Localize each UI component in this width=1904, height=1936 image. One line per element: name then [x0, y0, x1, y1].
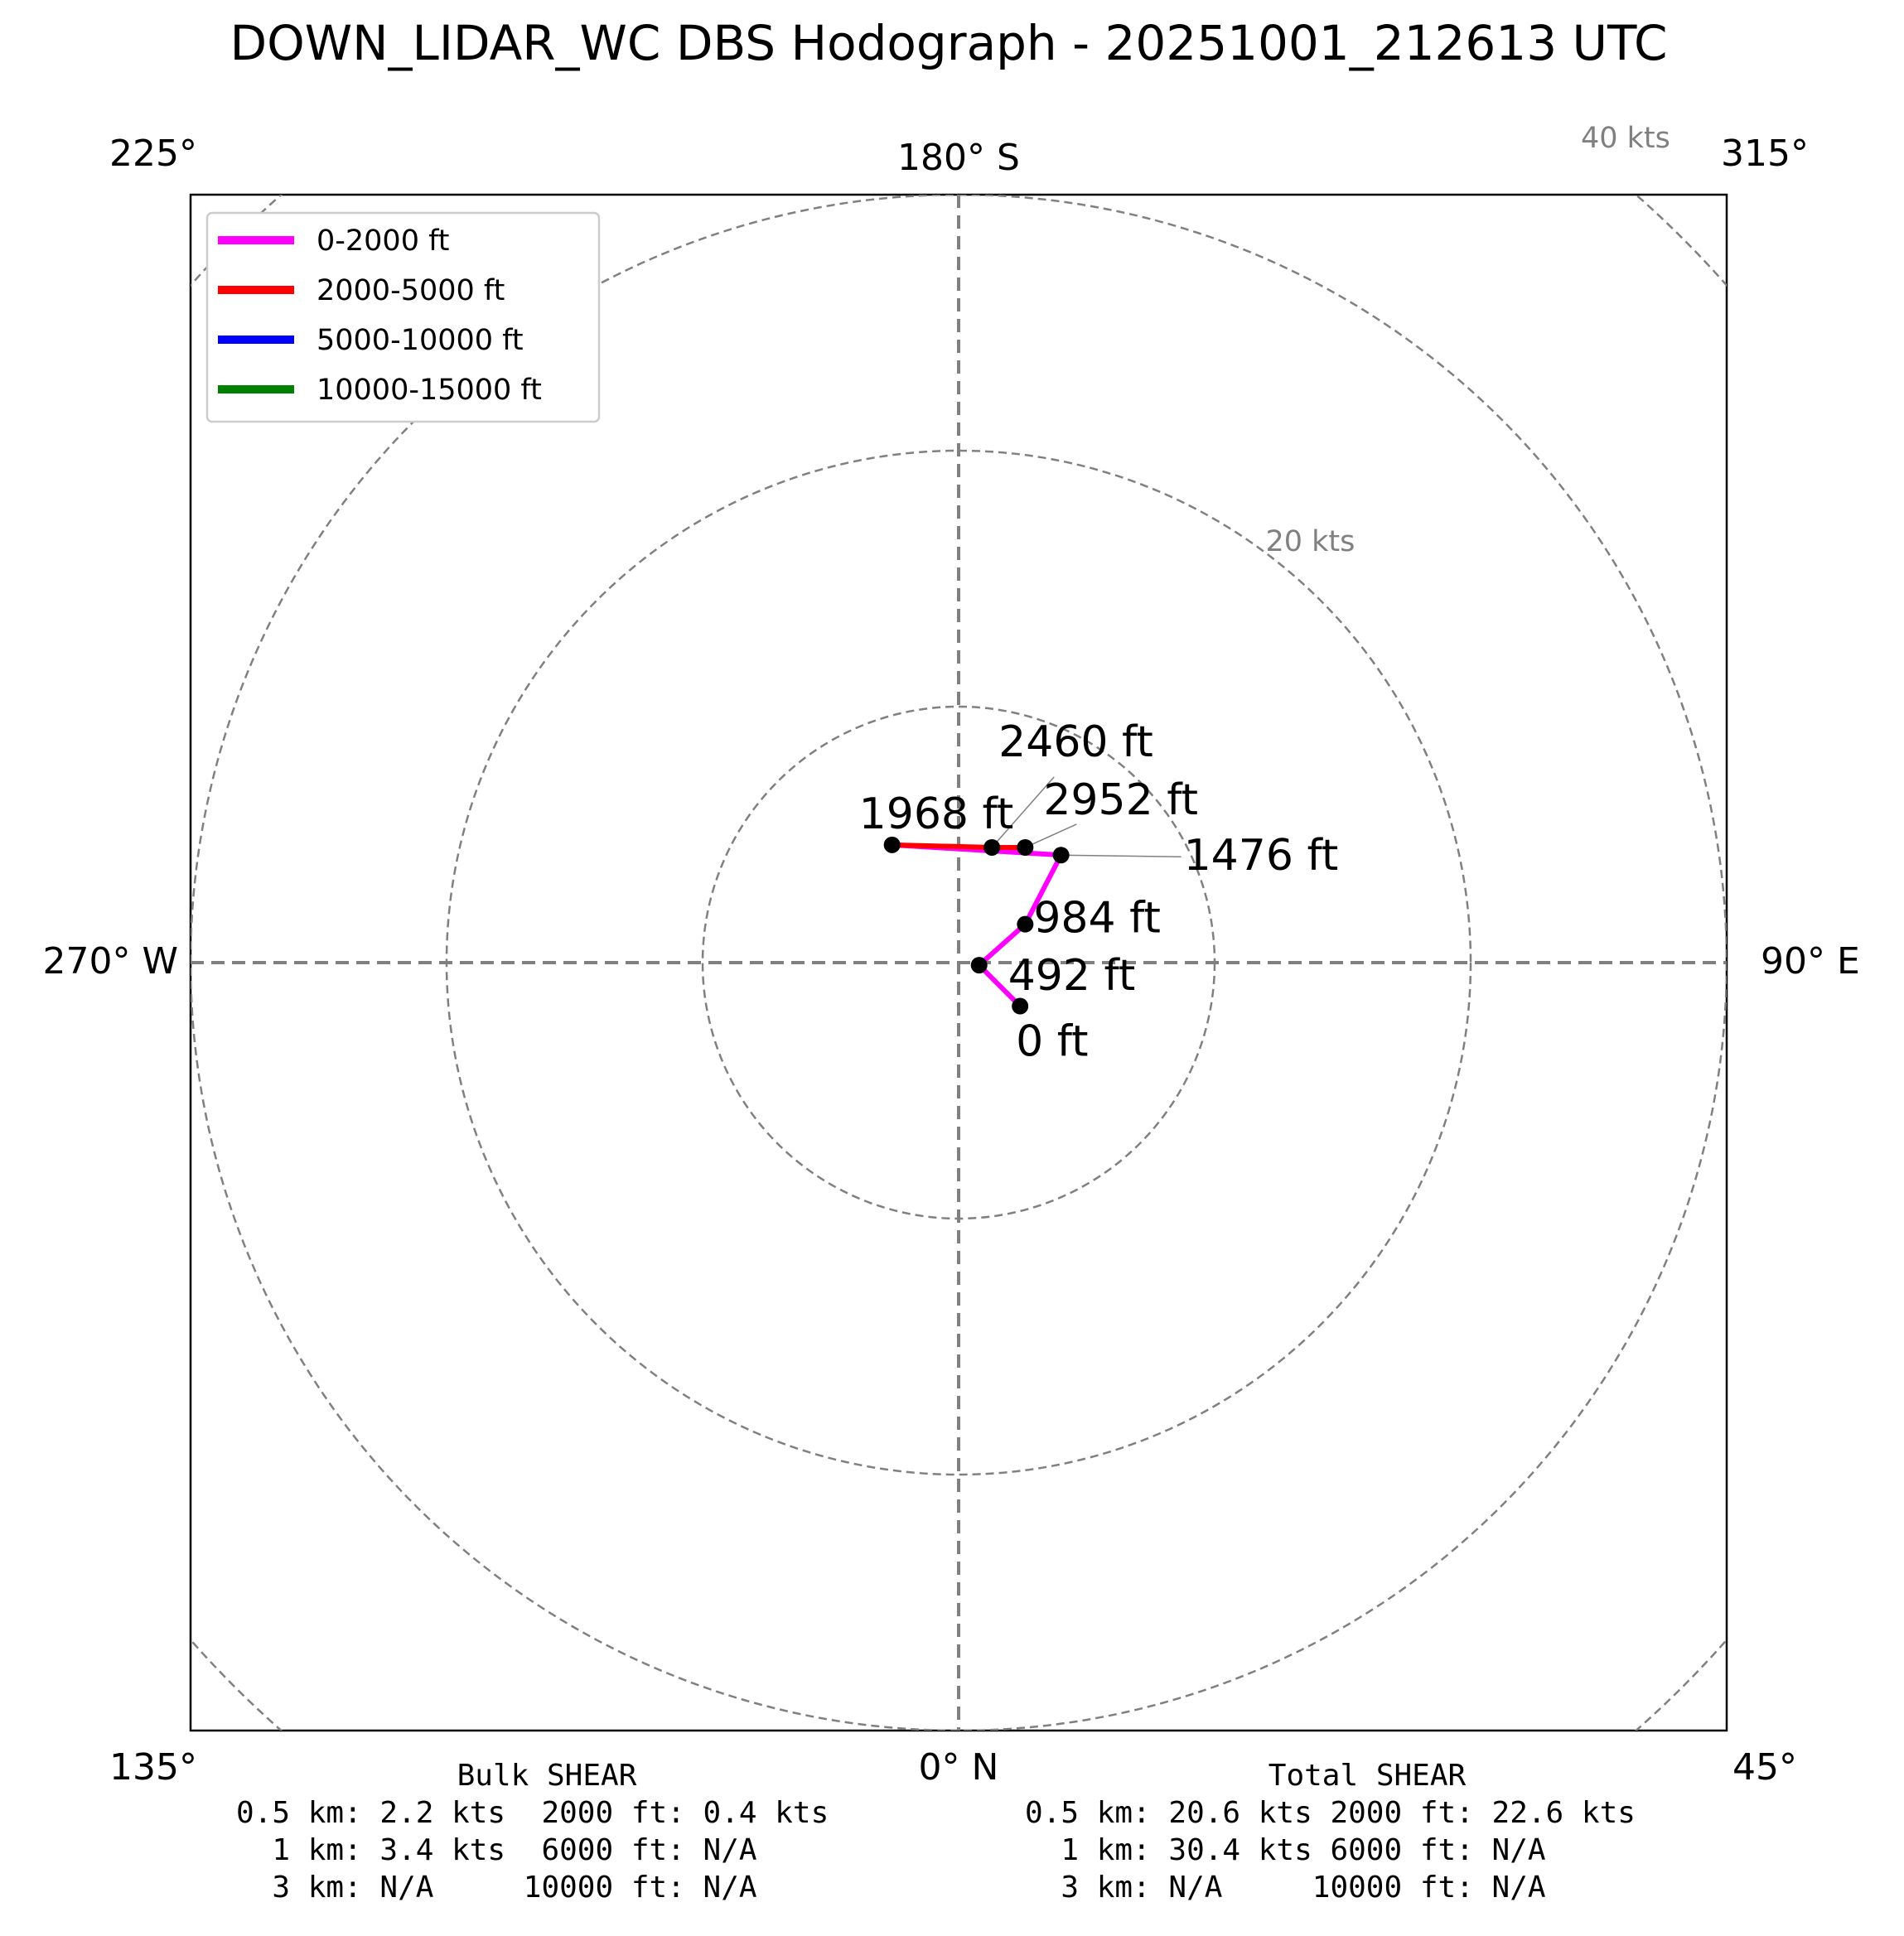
label-984-ft: 984 ft — [1033, 894, 1161, 944]
point-984-ft — [1017, 915, 1034, 933]
legend-label-0: 0-2000 ft — [317, 224, 450, 258]
legend-label-2: 5000-10000 ft — [317, 324, 524, 357]
direction-label-right: 90° E — [1761, 940, 1860, 982]
series-line-1 — [889, 842, 1028, 850]
direction-label-bottom-right: 45° — [1732, 1746, 1797, 1789]
direction-label-left: 270° W — [43, 940, 178, 982]
label-2952-ft: 2952 ft — [1043, 775, 1198, 825]
legend-box — [205, 211, 601, 423]
point-1968-ft — [883, 836, 901, 853]
leader-2460-ft — [991, 776, 1055, 848]
chart-title: DOWN_LIDAR_WC DBS Hodograph - 20251001_2… — [230, 15, 1667, 71]
bulk-shear-line-2: 1 km: 3.4 kts 6000 ft: N/A — [236, 1833, 757, 1867]
bulk-shear-line-1: 0.5 km: 2.2 kts 2000 ft: 0.4 kts — [236, 1796, 829, 1830]
label-1968-ft: 1968 ft — [859, 789, 1014, 839]
total-shear-block: Total SHEAR 0.5 km: 20.6 kts 2000 ft: 22… — [1025, 1759, 1636, 1905]
point-2460-ft — [983, 838, 1001, 856]
ring-label-20: 20 kts — [1265, 525, 1355, 558]
total-shear-title: Total SHEAR — [1269, 1759, 1467, 1793]
label-2460-ft: 2460 ft — [998, 717, 1153, 767]
label-492-ft: 492 ft — [1008, 951, 1136, 1001]
total-shear-line-1: 0.5 km: 20.6 kts 2000 ft: 22.6 kts — [1025, 1796, 1636, 1830]
height-labels: 0 ft 492 ft 984 ft 1476 ft 1968 ft 2460 ft 295… — [859, 717, 1339, 1067]
ring-label-40: 40 kts — [1581, 122, 1670, 155]
legend-label-1: 2000-5000 ft — [317, 274, 505, 307]
height-points — [883, 836, 1070, 1015]
leader-2952-ft — [1025, 823, 1077, 848]
bulk-shear-line-3: 3 km: N/A 10000 ft: N/A — [236, 1871, 757, 1905]
direction-label-top-right: 315° — [1721, 133, 1809, 175]
total-shear-line-2: 1 km: 30.4 kts 6000 ft: N/A — [1025, 1833, 1546, 1867]
direction-label-bottom: 0° N — [919, 1746, 999, 1789]
label-0-ft: 0 ft — [1016, 1017, 1088, 1067]
bulk-shear-title: Bulk SHEAR — [457, 1759, 637, 1793]
cross-axes — [191, 195, 1727, 1731]
point-0-ft — [1012, 997, 1029, 1015]
total-shear-line-3: 3 km: N/A 10000 ft: N/A — [1025, 1871, 1546, 1905]
direction-label-top-left: 225° — [109, 133, 197, 175]
direction-label-bottom-left: 135° — [109, 1746, 197, 1789]
point-2952-ft — [1017, 838, 1034, 856]
legend: 0-2000 ft 2000-5000 ft 5000-10000 ft 10000-… — [205, 211, 601, 423]
point-1476-ft — [1052, 847, 1070, 864]
legend-entries: 0-2000 ft 2000-5000 ft 5000-10000 ft 10000-… — [218, 224, 542, 407]
label-leader-lines — [991, 776, 1182, 857]
bulk-shear-block: Bulk SHEAR 0.5 km: 2.2 kts 2000 ft: 0.4 … — [236, 1759, 829, 1905]
leader-1476-ft — [1061, 854, 1182, 857]
point-492-ft — [970, 957, 988, 974]
legend-label-3: 10000-15000 ft — [317, 374, 542, 407]
label-1476-ft: 1476 ft — [1184, 831, 1339, 881]
direction-label-top: 180° S — [897, 137, 1020, 179]
